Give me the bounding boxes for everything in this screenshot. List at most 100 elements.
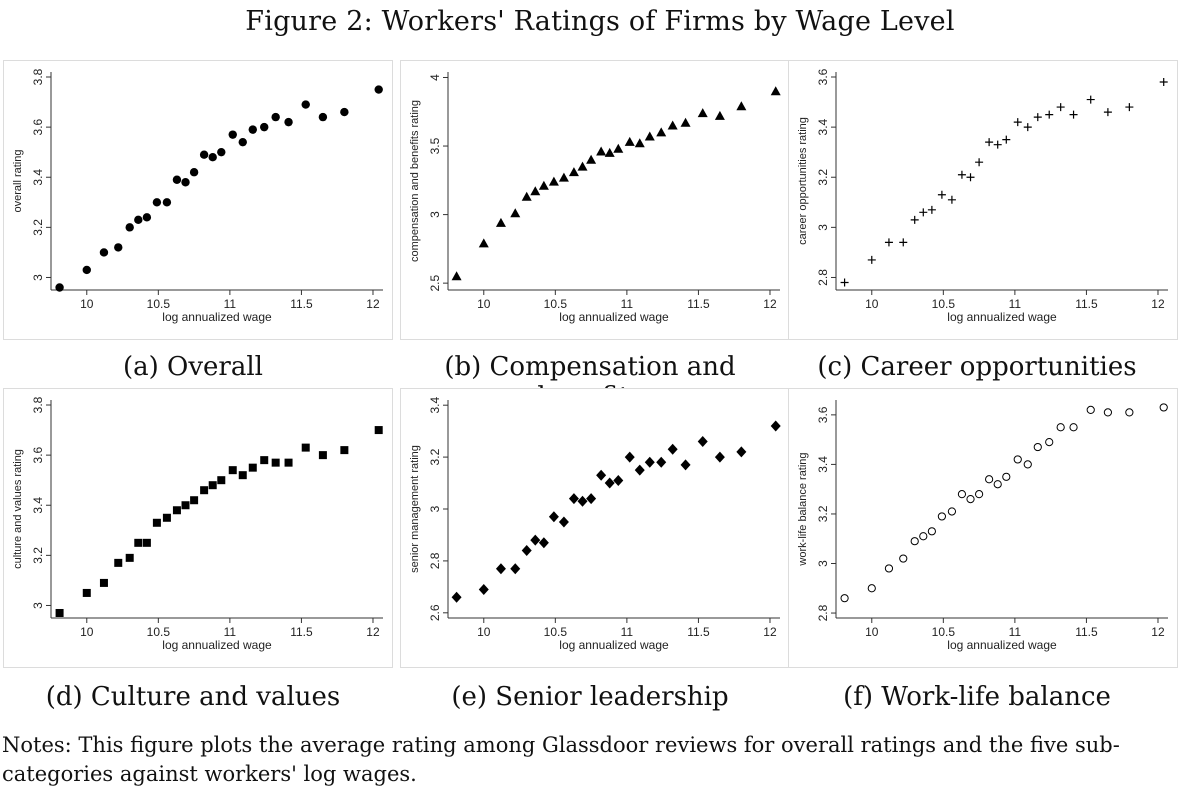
data-point (190, 496, 199, 505)
data-point (596, 146, 607, 156)
x-tick-label: 11 (224, 297, 237, 311)
data-point (82, 588, 91, 597)
panel-frame (400, 60, 790, 340)
x-tick-label: 11 (621, 625, 634, 639)
panel-d: 10 10.5 11 11.5 12 3 3.2 3.4 3.6 3.8 log annualize… (3, 388, 393, 668)
data-point (867, 584, 876, 593)
data-point (558, 516, 569, 528)
data-point (680, 117, 691, 127)
x-axis-title: log annualized wage (947, 638, 1057, 652)
data-point (975, 490, 984, 499)
y-tick-label: 3.6 (31, 118, 45, 135)
data-point (238, 137, 247, 147)
data-point (284, 117, 293, 127)
y-tick-label: 4 (428, 74, 442, 81)
data-point (604, 147, 615, 157)
x-tick-label: 10.5 (544, 625, 568, 639)
x-tick-label: 10.5 (544, 297, 568, 311)
x-tick-label: 10 (477, 297, 491, 311)
data-point (208, 481, 217, 490)
data-point (919, 208, 928, 217)
data-point (840, 278, 849, 287)
data-point (510, 563, 521, 575)
x-tick-label: 11.5 (687, 297, 710, 311)
y-tick-label: 3.4 (816, 118, 830, 135)
caption-d: (d) Culture and values (45, 682, 341, 712)
y-tick-label: 3.8 (31, 396, 45, 413)
y-tick-label: 3 (428, 211, 442, 218)
panel-f: 10 10.5 11 11.5 12 2.8 3 3.2 3.4 3.6 log annualize… (788, 388, 1178, 668)
x-tick-label: 10 (80, 625, 94, 639)
data-point (1159, 403, 1168, 412)
y-tick-label: 2.6 (428, 604, 442, 621)
y-axis-title: culture and values rating (12, 449, 24, 569)
data-point (899, 554, 908, 563)
y-tick-label: 2.5 (428, 274, 442, 291)
panel-frame (788, 388, 1178, 668)
caption-e: (e) Senior leadership (451, 682, 729, 712)
data-point (558, 172, 569, 182)
y-axis-title: compensation and benefits rating (409, 100, 421, 262)
data-point (99, 578, 108, 587)
data-point (340, 446, 349, 455)
data-point (910, 215, 919, 224)
data-point (966, 494, 975, 504)
x-tick-label: 11 (621, 297, 634, 311)
data-point (538, 537, 549, 549)
data-point (548, 511, 559, 523)
data-point (840, 594, 849, 603)
data-point (238, 471, 247, 480)
figure-title: Figure 2: Workers' Ratings of Firms by W… (245, 6, 955, 37)
data-point (568, 167, 579, 177)
data-point (927, 527, 936, 536)
data-point (899, 238, 908, 247)
data-point (966, 173, 975, 182)
x-axis-title: log annualized wage (559, 638, 669, 652)
data-point (697, 436, 708, 448)
x-tick-label: 10 (477, 625, 491, 639)
x-tick-label: 10 (80, 297, 94, 311)
data-point (142, 213, 152, 222)
data-point (162, 198, 172, 207)
y-tick-label: 3.2 (816, 169, 830, 186)
data-point (1033, 113, 1042, 122)
y-tick-label: 3.6 (816, 68, 830, 85)
data-point (985, 138, 994, 147)
x-tick-label: 10 (865, 625, 879, 639)
y-tick-label: 2.8 (816, 269, 830, 286)
y-tick-label: 2.8 (816, 604, 830, 621)
y-tick-label: 3 (816, 224, 830, 231)
y-tick-label: 3.8 (31, 68, 45, 85)
data-point (301, 100, 310, 109)
data-point (1069, 423, 1078, 432)
y-tick-label: 3.4 (816, 456, 830, 473)
data-point (1023, 460, 1032, 469)
x-tick-label: 12 (366, 625, 380, 639)
data-point (884, 238, 893, 247)
data-point (927, 205, 936, 214)
data-point (134, 215, 143, 225)
data-point (1103, 408, 1112, 417)
data-point (530, 534, 541, 546)
data-point (248, 463, 257, 472)
y-tick-label: 3.2 (31, 547, 45, 564)
panel-frame (3, 60, 393, 340)
data-point (271, 458, 280, 467)
y-axis-title: overall rating (12, 150, 24, 213)
data-point (530, 186, 541, 196)
data-point (624, 136, 635, 146)
data-point (189, 168, 199, 177)
y-tick-label: 3.4 (31, 169, 45, 186)
data-point (125, 553, 134, 562)
data-point (172, 175, 182, 184)
data-point (152, 198, 162, 207)
data-point (114, 243, 123, 252)
chart-worklife: 10 10.5 11 11.5 12 2.8 3 3.2 3.4 3.6 log annualize… (788, 388, 1178, 668)
data-point (1013, 455, 1022, 464)
data-point (604, 477, 615, 489)
data-point (208, 152, 217, 162)
data-point (217, 476, 226, 485)
data-point (1023, 123, 1032, 132)
x-tick-label: 11.5 (687, 625, 710, 639)
x-tick-label: 11 (1009, 625, 1022, 639)
